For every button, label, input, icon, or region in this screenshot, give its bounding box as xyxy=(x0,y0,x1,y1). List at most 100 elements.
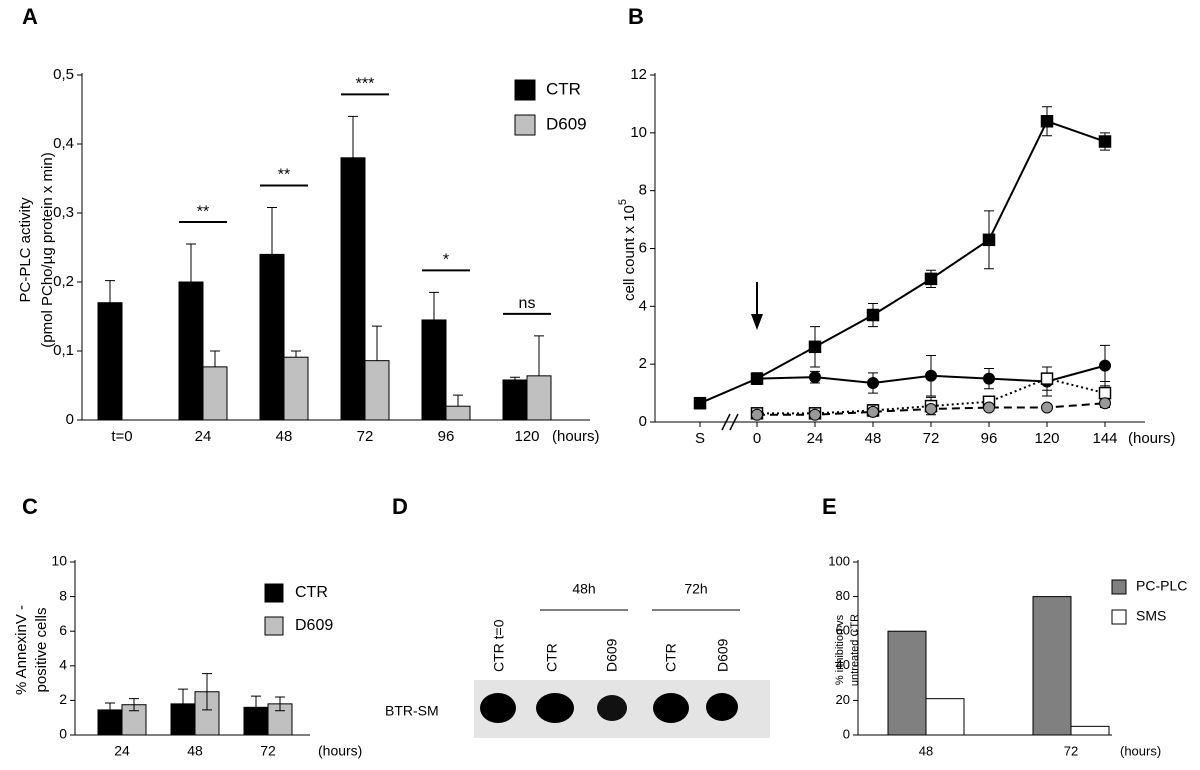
x-unit: (hours) xyxy=(1120,743,1161,758)
error-bar xyxy=(210,350,220,367)
marker xyxy=(809,371,821,384)
marker xyxy=(1041,401,1053,414)
lane-label: CTR xyxy=(663,643,679,672)
marker xyxy=(1099,359,1111,372)
legend-label: SMS xyxy=(1136,608,1166,624)
marker xyxy=(1040,115,1054,128)
bar xyxy=(202,366,228,421)
bar xyxy=(445,405,471,421)
y-tick-label: 100 xyxy=(828,553,850,568)
y-axis-label: cell count x 105 xyxy=(617,199,638,301)
y-tick-label: 6 xyxy=(639,239,647,256)
x-tick-label: 96 xyxy=(981,430,998,447)
lane-label: CTR xyxy=(544,643,560,672)
marker xyxy=(924,272,938,286)
legend-swatch xyxy=(514,114,536,136)
lane-label: CTR t=0 xyxy=(491,619,507,672)
x-tick-label: 48 xyxy=(919,743,933,758)
error-bar xyxy=(275,696,285,712)
lane-label: D609 xyxy=(604,638,620,672)
x-tick-label: 24 xyxy=(807,430,824,447)
panel-letter: D xyxy=(392,494,408,519)
bar xyxy=(178,281,204,421)
marker xyxy=(751,408,763,421)
x-unit: (hours) xyxy=(552,428,600,445)
x-tick-label: 144 xyxy=(1092,430,1117,447)
marker xyxy=(982,233,996,247)
y-tick-label: 4 xyxy=(639,297,647,314)
y-tick-label: 40 xyxy=(836,657,850,672)
row-label: BTR-SM xyxy=(385,703,439,719)
marker xyxy=(925,402,937,415)
bar xyxy=(97,302,123,421)
y-tick-label: 0 xyxy=(66,411,74,428)
x-unit: (hours) xyxy=(318,743,362,759)
marker xyxy=(1099,397,1111,410)
bar xyxy=(887,630,927,736)
x-tick-label: 24 xyxy=(114,743,130,759)
x-tick-label: 48 xyxy=(276,428,293,445)
error-bar xyxy=(178,688,188,720)
x-unit: (hours) xyxy=(1128,430,1176,447)
y-tick-label: 0,5 xyxy=(53,66,74,83)
error-bar xyxy=(105,280,115,303)
lane-label: D609 xyxy=(715,638,731,672)
error-bar xyxy=(251,695,261,720)
y-tick-label: 8 xyxy=(639,182,647,199)
marker xyxy=(983,401,995,414)
y-axis-label: % inhibition vs xyxy=(834,614,846,685)
legend-label: D609 xyxy=(295,617,333,634)
y-tick-label: 0 xyxy=(639,413,647,430)
legend-swatch xyxy=(514,79,536,101)
significance-label: * xyxy=(443,252,449,269)
legend-label: CTR xyxy=(546,79,581,98)
marker xyxy=(925,369,937,382)
group-label: 48h xyxy=(572,581,595,597)
x-tick-label: 48 xyxy=(187,743,203,759)
y-tick-label: 0,4 xyxy=(53,135,74,152)
y-tick-label: 0 xyxy=(843,726,850,741)
bar xyxy=(421,319,447,421)
bar xyxy=(283,356,309,421)
error-bar xyxy=(534,335,544,376)
bar xyxy=(364,360,390,421)
marker xyxy=(1040,372,1054,385)
significance-label: ** xyxy=(197,203,209,220)
arrow-head xyxy=(751,314,763,330)
error-bar xyxy=(291,350,301,358)
legend-swatch xyxy=(264,583,284,603)
y-axis-label: % AnnexinV - xyxy=(13,605,30,695)
x-tick-label: 72 xyxy=(1064,743,1078,758)
x-tick-label: 24 xyxy=(195,428,212,445)
legend-label: CTR xyxy=(295,584,328,601)
error-bar xyxy=(267,206,277,255)
y-tick-label: 60 xyxy=(836,623,850,638)
marker xyxy=(1098,386,1112,400)
error-bar xyxy=(186,243,196,282)
y-tick-label: 0,1 xyxy=(53,342,74,359)
y-tick-label: 2 xyxy=(59,691,67,707)
significance-label: ns xyxy=(519,295,536,312)
legend-swatch xyxy=(264,616,284,636)
panel-letter: A xyxy=(22,4,38,29)
legend-swatch xyxy=(1111,609,1127,625)
panel-letter: E xyxy=(822,494,837,519)
x-tick-label: 48 xyxy=(865,430,882,447)
marker xyxy=(808,340,822,354)
y-tick-label: 6 xyxy=(59,622,67,638)
marker xyxy=(866,308,880,322)
x-tick-label: 96 xyxy=(438,428,455,445)
y-axis-label-text: cell count x 10 xyxy=(621,205,638,301)
y-tick-label: 12 xyxy=(630,66,647,83)
error-bar xyxy=(129,698,139,712)
bar xyxy=(1032,596,1072,736)
x-tick-label: 120 xyxy=(514,428,539,445)
legend-swatch xyxy=(1111,579,1127,595)
marker xyxy=(751,372,763,385)
y-tick-label: 2 xyxy=(639,355,647,372)
marker xyxy=(693,396,707,410)
bar xyxy=(526,375,552,421)
bar xyxy=(340,157,366,421)
y-tick-label: 20 xyxy=(836,692,850,707)
error-bar xyxy=(348,115,358,158)
